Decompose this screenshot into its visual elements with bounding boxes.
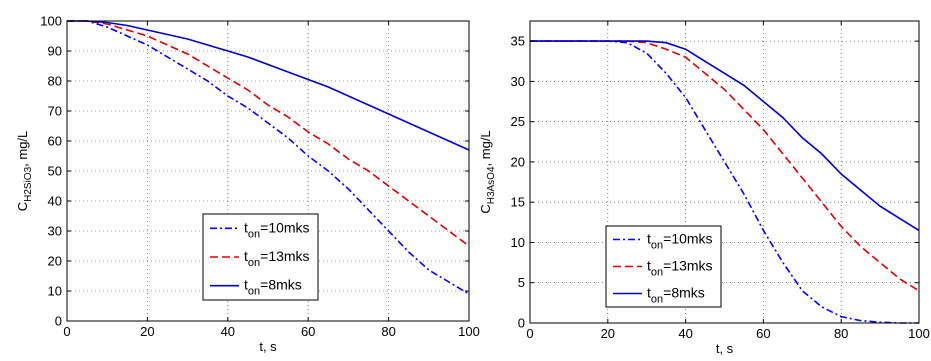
y-axis-label-sub: H3AsO4 bbox=[486, 166, 497, 204]
legend-label-1: ton=10mks bbox=[647, 231, 713, 252]
x-axis-label: t, s bbox=[259, 339, 277, 354]
plot-area bbox=[530, 21, 919, 323]
y-axis-label-unit: , mg/L bbox=[15, 131, 30, 167]
x-tick-label: 80 bbox=[381, 324, 395, 339]
y-tick-label: 0 bbox=[55, 314, 62, 329]
y-tick-label: 30 bbox=[48, 224, 62, 239]
y-tick-label: 100 bbox=[40, 14, 62, 29]
y-axis-label: CH2SiO3, mg/L bbox=[15, 131, 34, 212]
x-tick-label: 100 bbox=[458, 324, 480, 339]
x-tick-label: 60 bbox=[301, 324, 315, 339]
y-axis-label-sub: H2SiO3 bbox=[23, 166, 34, 201]
legend-label-3: ton=8mks bbox=[244, 277, 302, 298]
x-tick-label: 0 bbox=[63, 324, 70, 339]
y-tick-label: 0 bbox=[518, 316, 525, 331]
y-axis-label: CH3AsO4, mg/L bbox=[478, 130, 497, 213]
x-tick-label: 40 bbox=[678, 326, 692, 341]
axes-box bbox=[529, 20, 920, 324]
y-tick-label: 90 bbox=[48, 44, 62, 59]
y-tick-label: 60 bbox=[48, 134, 62, 149]
y-tick-label: 20 bbox=[511, 154, 525, 169]
series-line-1 bbox=[67, 20, 470, 295]
x-axis-label: t, s bbox=[716, 341, 734, 356]
legend-label-2: ton=13mks bbox=[647, 258, 713, 279]
y-axis-label-unit: , mg/L bbox=[478, 130, 493, 166]
x-tick-label: 80 bbox=[834, 326, 848, 341]
legend-label-2: ton=13mks bbox=[244, 248, 310, 269]
y-tick-label: 80 bbox=[48, 74, 62, 89]
x-tick-label: 100 bbox=[908, 326, 930, 341]
y-axis-label-base: C bbox=[15, 202, 30, 211]
chart-panel-1: 0 20 40 60 80 100 0 10 20 30 40 50 60 70 80 90 100 t, s CH… bbox=[15, 14, 480, 355]
y-tick-label: 40 bbox=[48, 194, 62, 209]
y-tick-label: 25 bbox=[511, 114, 525, 129]
x-tick-label: 20 bbox=[601, 326, 615, 341]
x-tick-label: 20 bbox=[140, 324, 154, 339]
legend-label-1: ton=10mks bbox=[244, 219, 310, 240]
series-line-2 bbox=[67, 20, 470, 247]
y-tick-label: 10 bbox=[48, 284, 62, 299]
legend-label-3: ton=8mks bbox=[647, 285, 705, 306]
y-tick-label: 70 bbox=[48, 104, 62, 119]
x-tick-label: 0 bbox=[526, 326, 533, 341]
chart-panel-2: 0 20 40 60 80 100 0 5 10 15 20 25 30 35 t, s CH3AsO4, m… bbox=[478, 20, 930, 356]
y-tick-label: 35 bbox=[511, 34, 525, 49]
series-line-3 bbox=[67, 20, 470, 151]
x-tick-label: 60 bbox=[756, 326, 770, 341]
series-line-3 bbox=[530, 40, 920, 232]
x-tick-label: 40 bbox=[221, 324, 235, 339]
y-tick-label: 50 bbox=[48, 164, 62, 179]
y-tick-label: 10 bbox=[511, 235, 525, 250]
legend: ton=10mks ton=13mks ton=8mks bbox=[202, 213, 319, 301]
y-tick-label: 20 bbox=[48, 254, 62, 269]
y-tick-label: 15 bbox=[511, 195, 525, 210]
y-tick-label: 5 bbox=[518, 275, 525, 290]
y-tick-label: 30 bbox=[511, 74, 525, 89]
y-axis-label-base: C bbox=[478, 204, 493, 213]
legend: ton=10mks ton=13mks ton=8mks bbox=[605, 225, 722, 308]
